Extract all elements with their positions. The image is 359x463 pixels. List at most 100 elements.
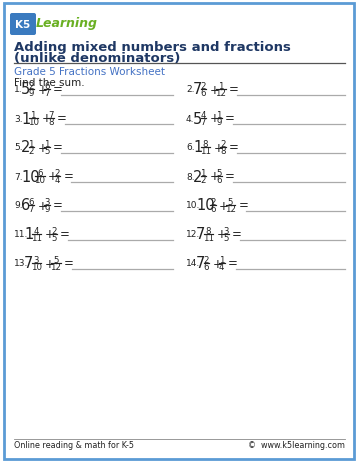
Text: 7: 7 bbox=[24, 256, 33, 271]
Text: 6: 6 bbox=[37, 169, 42, 177]
Text: =: = bbox=[228, 257, 238, 270]
Text: 1: 1 bbox=[24, 227, 33, 242]
Text: Grade 5 Fractions Worksheet: Grade 5 Fractions Worksheet bbox=[14, 67, 165, 77]
Text: =: = bbox=[64, 257, 74, 270]
Text: =: = bbox=[229, 83, 239, 96]
FancyBboxPatch shape bbox=[10, 14, 36, 36]
Text: 10: 10 bbox=[28, 118, 39, 127]
Text: =: = bbox=[229, 141, 239, 154]
Text: 11: 11 bbox=[200, 147, 211, 156]
Text: +: + bbox=[213, 257, 222, 270]
Text: 2: 2 bbox=[220, 139, 225, 148]
Text: 7: 7 bbox=[200, 118, 206, 127]
Text: 7.: 7. bbox=[14, 172, 23, 181]
Text: 2: 2 bbox=[200, 81, 206, 90]
Text: 8: 8 bbox=[205, 226, 211, 235]
Text: =: = bbox=[225, 112, 235, 125]
Text: 3.: 3. bbox=[14, 114, 23, 123]
Text: 1: 1 bbox=[31, 111, 36, 119]
Text: 5.: 5. bbox=[14, 143, 23, 152]
Text: 6: 6 bbox=[210, 205, 215, 214]
Text: =: = bbox=[53, 199, 63, 212]
Text: Learning: Learning bbox=[36, 17, 98, 30]
Text: 5: 5 bbox=[21, 82, 30, 97]
Text: 8.: 8. bbox=[186, 172, 195, 181]
Text: 10: 10 bbox=[196, 198, 215, 213]
Text: 4: 4 bbox=[55, 176, 60, 185]
Text: 10: 10 bbox=[31, 263, 42, 272]
Text: 2: 2 bbox=[55, 169, 60, 177]
Text: 10: 10 bbox=[34, 176, 45, 185]
Text: 6: 6 bbox=[200, 89, 206, 98]
Text: 11: 11 bbox=[203, 234, 214, 243]
Text: K5: K5 bbox=[15, 20, 31, 30]
Text: 4: 4 bbox=[219, 263, 224, 272]
Text: =: = bbox=[64, 170, 73, 183]
Text: =: = bbox=[225, 170, 235, 183]
Text: 7: 7 bbox=[196, 227, 205, 242]
Text: Find the sum.: Find the sum. bbox=[14, 78, 85, 88]
Text: 4.: 4. bbox=[186, 114, 195, 123]
Text: 6.: 6. bbox=[186, 143, 195, 152]
Text: +: + bbox=[216, 228, 227, 241]
Text: 10.: 10. bbox=[186, 201, 200, 210]
Text: 1: 1 bbox=[200, 169, 206, 177]
Text: 6: 6 bbox=[28, 197, 34, 206]
Text: 2: 2 bbox=[193, 169, 202, 184]
Text: +: + bbox=[45, 257, 54, 270]
Text: 9: 9 bbox=[29, 89, 34, 98]
Text: =: = bbox=[53, 83, 63, 96]
Text: 6: 6 bbox=[44, 81, 50, 90]
Text: 1: 1 bbox=[216, 111, 222, 119]
Text: +: + bbox=[219, 199, 229, 212]
Text: 5: 5 bbox=[51, 234, 56, 243]
Text: 3: 3 bbox=[33, 255, 39, 264]
Text: 10: 10 bbox=[21, 169, 39, 184]
Text: =: = bbox=[238, 199, 248, 212]
Text: 7: 7 bbox=[48, 111, 53, 119]
Text: Online reading & math for K-5: Online reading & math for K-5 bbox=[14, 441, 134, 450]
Text: 5: 5 bbox=[53, 255, 59, 264]
Text: 5: 5 bbox=[44, 147, 50, 156]
Text: 2: 2 bbox=[21, 140, 31, 155]
Text: 1: 1 bbox=[219, 255, 224, 264]
Text: 12.: 12. bbox=[186, 230, 200, 239]
Text: 1: 1 bbox=[21, 111, 30, 126]
Text: 6: 6 bbox=[204, 263, 209, 272]
Text: 2: 2 bbox=[200, 176, 206, 185]
Text: 11.: 11. bbox=[14, 230, 28, 239]
Text: 6: 6 bbox=[21, 198, 30, 213]
Text: 9: 9 bbox=[216, 118, 222, 127]
Text: ©  www.k5learning.com: © www.k5learning.com bbox=[248, 441, 345, 450]
Text: 6: 6 bbox=[216, 176, 222, 185]
Text: 7: 7 bbox=[28, 205, 34, 214]
Text: 2: 2 bbox=[51, 226, 56, 235]
Text: =: = bbox=[60, 228, 70, 241]
Text: 5: 5 bbox=[223, 234, 228, 243]
Text: +: + bbox=[210, 112, 219, 125]
Text: 7: 7 bbox=[193, 82, 202, 97]
Text: +: + bbox=[37, 83, 47, 96]
Text: 2: 2 bbox=[210, 197, 215, 206]
Text: +: + bbox=[210, 83, 219, 96]
Text: +: + bbox=[37, 199, 47, 212]
Text: 5: 5 bbox=[216, 169, 222, 177]
Text: 9: 9 bbox=[44, 205, 50, 214]
Text: 2: 2 bbox=[204, 255, 209, 264]
Text: 13.: 13. bbox=[14, 259, 28, 268]
Text: (unlike denominators): (unlike denominators) bbox=[14, 52, 180, 65]
Text: 3: 3 bbox=[223, 226, 228, 235]
Text: +: + bbox=[214, 141, 223, 154]
Text: 12: 12 bbox=[225, 205, 236, 214]
Text: 12: 12 bbox=[50, 263, 61, 272]
Text: 14.: 14. bbox=[186, 259, 200, 268]
Text: +: + bbox=[42, 112, 51, 125]
Text: 8: 8 bbox=[48, 118, 53, 127]
Text: +: + bbox=[210, 170, 219, 183]
Text: 9.: 9. bbox=[14, 201, 23, 210]
Text: 8: 8 bbox=[202, 139, 208, 148]
Text: =: = bbox=[57, 112, 67, 125]
Text: 1: 1 bbox=[28, 139, 34, 148]
Text: 2: 2 bbox=[28, 147, 34, 156]
Text: +: + bbox=[37, 141, 47, 154]
